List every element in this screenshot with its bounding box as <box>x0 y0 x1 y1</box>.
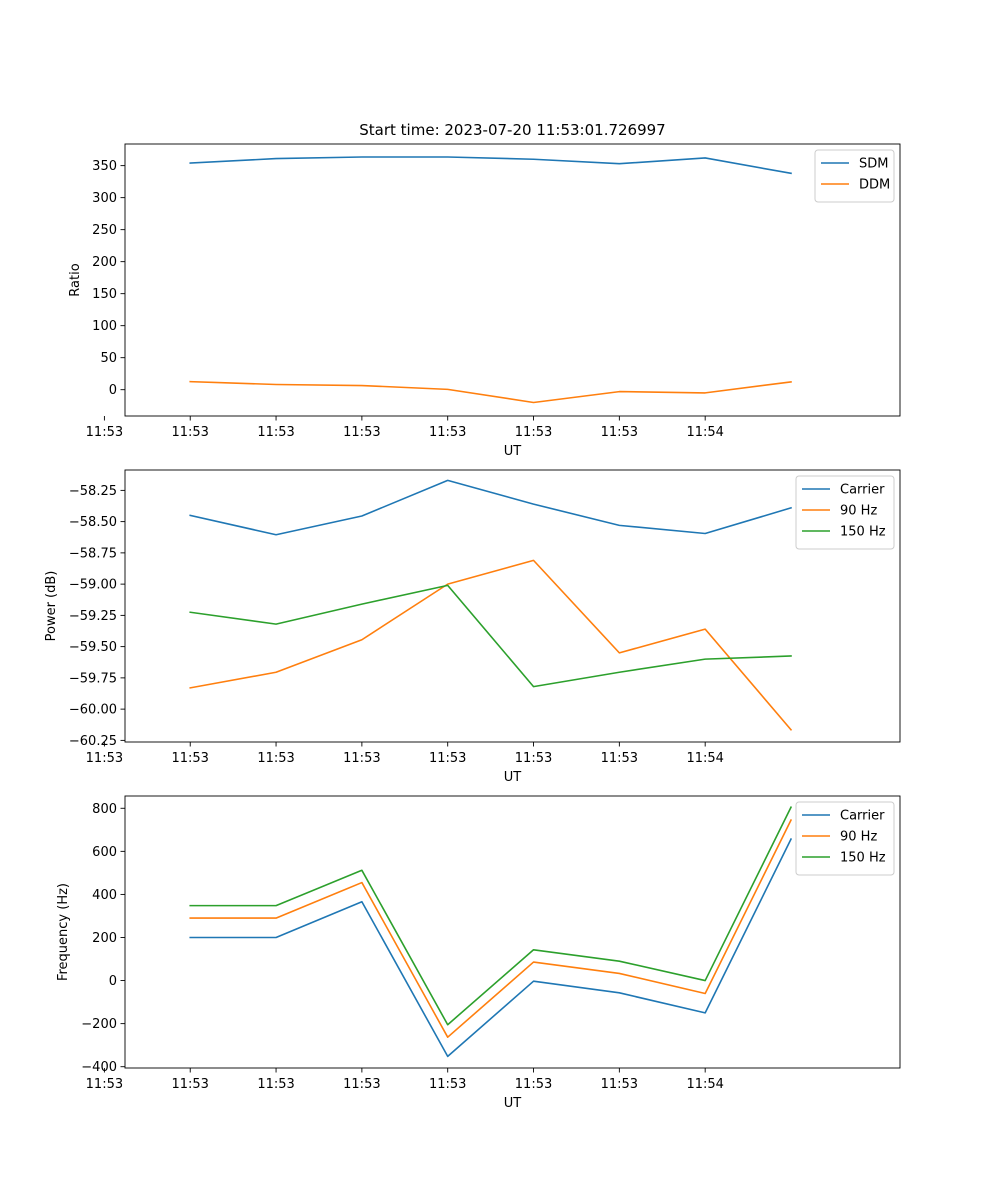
y-tick-label: 200 <box>92 931 117 946</box>
x-tick-label: 11:53 <box>343 751 380 766</box>
y-tick-label: −59.25 <box>69 609 117 624</box>
y-tick-label: −60.25 <box>69 734 117 749</box>
legend: Carrier 90 Hz 150 Hz <box>795 475 895 550</box>
x-tick-label: 11:53 <box>515 425 552 440</box>
y-tick-label: −400 <box>81 1060 117 1075</box>
y-tick-label: 150 <box>92 287 117 302</box>
legend-label: 90 Hz <box>840 830 877 845</box>
y-tick-label: −59.50 <box>69 640 117 655</box>
x-tick-label: 11:53 <box>601 1077 638 1092</box>
series-line-90-hz <box>189 819 793 1038</box>
legend-label: DDM <box>859 178 890 193</box>
series-line-carrier <box>189 837 793 1058</box>
y-tick-label: −60.00 <box>69 703 117 718</box>
x-tick-label: 11:53 <box>86 1077 123 1092</box>
x-axis-label: UT <box>504 444 522 459</box>
series-line-150-hz <box>189 806 793 1026</box>
x-axis-label: UT <box>504 770 522 785</box>
x-tick-label: 11:53 <box>343 425 380 440</box>
x-tick-label: 11:53 <box>171 425 208 440</box>
x-tick-label: 11:53 <box>429 751 466 766</box>
x-tick-label: 11:53 <box>257 1077 294 1092</box>
x-tick-label: 11:54 <box>686 751 723 766</box>
x-tick-label: 11:53 <box>257 751 294 766</box>
x-tick-label: 11:53 <box>601 425 638 440</box>
y-tick-label: 0 <box>109 383 117 398</box>
y-axis-label: Ratio <box>68 263 83 296</box>
x-tick-label: 11:53 <box>429 1077 466 1092</box>
y-tick-label: 350 <box>92 159 117 174</box>
legend: SDM DDM <box>814 149 895 203</box>
x-tick-label: 11:53 <box>343 1077 380 1092</box>
axes-frame <box>124 143 901 417</box>
y-tick-label: −59.00 <box>69 578 117 593</box>
legend: Carrier 90 Hz 150 Hz <box>795 801 895 876</box>
legend-label: 150 Hz <box>840 851 886 866</box>
y-tick-label: 100 <box>92 319 117 334</box>
charts-container: 11:53 11:53 11:53 11:53 11:53 11:53 11:53 11:54… <box>44 143 901 1111</box>
legend-label: 150 Hz <box>840 525 886 540</box>
x-tick-label: 11:53 <box>86 751 123 766</box>
y-axis-label: Power (dB) <box>44 571 59 642</box>
x-tick-label: 11:54 <box>686 425 723 440</box>
axes-frame <box>124 795 901 1069</box>
y-tick-label: 600 <box>92 845 117 860</box>
legend-label: SDM <box>859 157 888 172</box>
y-tick-label: 400 <box>92 888 117 903</box>
y-axis-label: Frequency (Hz) <box>56 883 71 981</box>
legend-label: 90 Hz <box>840 504 877 519</box>
y-tick-label: −58.25 <box>69 484 117 499</box>
series-line-90-hz <box>189 559 793 731</box>
y-tick-label: 200 <box>92 255 117 270</box>
axes-frame <box>124 469 901 743</box>
y-tick-label: −58.50 <box>69 515 117 530</box>
x-tick-label: 11:53 <box>171 751 208 766</box>
x-tick-label: 11:53 <box>86 425 123 440</box>
series-line-150-hz <box>189 584 792 688</box>
series-line-ddm <box>189 380 792 404</box>
y-tick-label: 300 <box>92 191 117 206</box>
y-tick-label: 50 <box>100 351 117 366</box>
figure-title: Start time: 2023-07-20 11:53:01.726997 <box>359 121 665 139</box>
y-tick-label: −200 <box>81 1017 117 1032</box>
x-tick-label: 11:53 <box>515 1077 552 1092</box>
x-tick-label: 11:53 <box>429 425 466 440</box>
legend-label: Carrier <box>840 483 885 498</box>
series-line-sdm <box>189 156 792 175</box>
x-tick-label: 11:53 <box>515 751 552 766</box>
y-tick-label: 800 <box>92 802 117 817</box>
x-tick-label: 11:53 <box>601 751 638 766</box>
y-tick-label: −58.75 <box>69 546 117 561</box>
series-line-carrier <box>189 479 792 536</box>
x-tick-label: 11:53 <box>257 425 294 440</box>
x-axis-label: UT <box>504 1096 522 1111</box>
chart-3: 11:53 11:53 11:53 11:53 11:53 11:53 11:53 11:54… <box>56 795 901 1111</box>
y-tick-label: 250 <box>92 223 117 238</box>
y-tick-label: −59.75 <box>69 671 117 686</box>
x-tick-label: 11:54 <box>686 1077 723 1092</box>
chart-2: 11:53 11:53 11:53 11:53 11:53 11:53 11:53 11:54… <box>44 469 901 785</box>
chart-1: 11:53 11:53 11:53 11:53 11:53 11:53 11:53 11:54… <box>68 143 901 459</box>
x-tick-label: 11:53 <box>171 1077 208 1092</box>
y-tick-label: 0 <box>109 974 117 989</box>
legend-label: Carrier <box>840 809 885 824</box>
